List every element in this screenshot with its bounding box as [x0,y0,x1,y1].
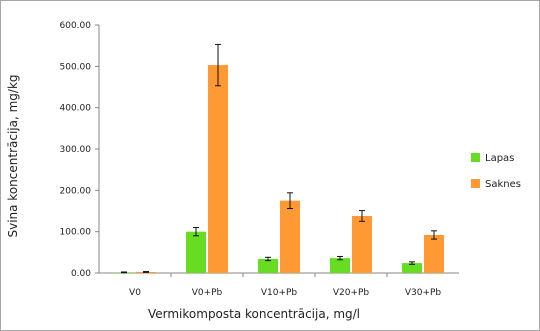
y-tick-label: 600.00 [60,21,92,31]
x-tick-label: V0+Pb [192,288,223,298]
plot-area: 0.00 100.00 200.00 300.00 400.00 500.00 600.00… [60,21,459,298]
x-axis-title: Vermikomposta koncentrācija, mg/l [148,307,360,321]
bar [352,215,372,273]
bar [208,65,228,274]
x-tick-label: V20+Pb [333,288,370,298]
y-tick-label: 400.00 [60,104,92,114]
y-tick-label: 100.00 [60,228,92,238]
bar [402,263,422,273]
y-axis-title: Svina koncentrācija, mg/kg [6,74,20,237]
legend: Lapas Saknes [471,153,521,190]
legend-swatch [471,179,480,188]
legend-label: Lapas [485,153,514,164]
y-tick-label: 300.00 [60,145,92,155]
x-tick-label: V30+Pb [405,288,442,298]
y-tick-label: 200.00 [60,186,92,196]
bar [186,231,206,273]
legend-swatch [471,153,480,162]
bar [330,258,350,273]
legend-label: Saknes [485,179,521,190]
bar [258,258,278,273]
y-tick-label: 0.00 [71,269,91,279]
x-tick-label: V0 [129,288,141,298]
bar [424,234,444,273]
y-tick-label: 500.00 [60,62,92,72]
bar [280,200,300,273]
x-tick-label: V10+Pb [261,288,298,298]
